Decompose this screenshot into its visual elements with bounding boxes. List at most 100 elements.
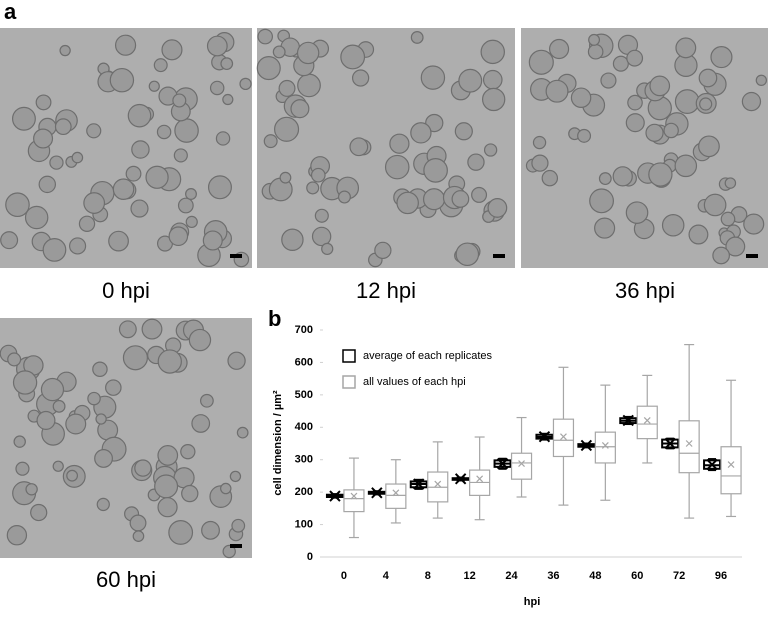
mean-marker (518, 460, 525, 468)
cell (145, 165, 169, 189)
cell (389, 133, 410, 154)
x-tick-label: 0 (341, 570, 347, 582)
cell (54, 118, 72, 136)
cell (52, 399, 66, 413)
cell (236, 426, 249, 439)
box (594, 431, 616, 464)
x-tick-label: 12 (464, 570, 476, 582)
cell (545, 79, 569, 103)
cell (215, 131, 231, 146)
mean-marker (454, 473, 467, 485)
cell (71, 151, 84, 164)
legend-label: all values of each hpi (363, 376, 466, 388)
scale-bar (493, 254, 505, 258)
mean-marker (496, 457, 509, 470)
cell (172, 93, 187, 108)
cell (200, 393, 214, 408)
mean-marker (706, 458, 718, 471)
cell (532, 135, 547, 150)
cell (185, 215, 198, 229)
cell (612, 55, 629, 72)
cell (25, 483, 38, 496)
mean-marker (685, 440, 693, 447)
cell (141, 318, 163, 340)
y-tick-label: 700 (295, 324, 313, 336)
cell (374, 241, 392, 260)
cell (129, 514, 147, 532)
cell (15, 461, 30, 476)
cell (337, 190, 351, 204)
x-tick-label: 96 (715, 570, 727, 582)
cell (410, 122, 432, 144)
cell (114, 34, 137, 56)
cell (131, 140, 150, 159)
x-tick-label: 8 (425, 570, 431, 582)
cell (122, 345, 148, 371)
cell (588, 33, 601, 46)
cell (157, 349, 182, 374)
cell (587, 43, 604, 60)
caption: 12 hpi (356, 278, 416, 303)
mean-marker (643, 417, 651, 424)
cell (173, 148, 188, 163)
cell (755, 74, 768, 86)
cell (645, 123, 664, 142)
panel-label: a (4, 0, 17, 24)
cell (206, 35, 228, 57)
cell (161, 39, 183, 61)
cell (87, 391, 101, 406)
cell (281, 228, 304, 251)
cell (148, 80, 160, 92)
cell (290, 99, 310, 119)
cell (42, 238, 67, 262)
cell (710, 46, 733, 69)
cell (156, 124, 172, 140)
mean-marker (434, 480, 442, 488)
cell (321, 242, 334, 256)
cell (649, 75, 671, 97)
cell (725, 236, 746, 257)
cell (12, 370, 38, 395)
cell (7, 352, 22, 367)
y-tick-label: 400 (295, 421, 313, 433)
cell (487, 198, 508, 218)
cell (481, 87, 506, 112)
cell (24, 205, 49, 230)
cell (127, 103, 152, 128)
mean-marker (413, 478, 425, 490)
caption: 36 hpi (615, 278, 675, 303)
cell (30, 503, 48, 522)
mean-marker (727, 461, 735, 469)
panel-label: b (268, 306, 281, 331)
cell (207, 175, 232, 200)
cell (11, 106, 36, 131)
cell (96, 497, 110, 512)
cell (688, 224, 709, 245)
cell (480, 39, 505, 65)
cell (130, 199, 149, 218)
cell (153, 58, 168, 73)
y-tick-label: 300 (295, 454, 313, 466)
cell (52, 460, 64, 472)
cell (698, 68, 718, 88)
cell (6, 525, 28, 546)
cell (272, 45, 286, 59)
cell (279, 171, 292, 184)
box (636, 405, 658, 440)
cell (741, 91, 762, 112)
mean-marker (601, 442, 609, 449)
box (720, 446, 742, 495)
cell (482, 69, 503, 90)
cell (274, 116, 300, 142)
cell (181, 484, 199, 503)
mean-marker (371, 487, 383, 499)
cell (40, 377, 65, 402)
x-tick-label: 36 (547, 570, 559, 582)
box (385, 483, 407, 509)
caption: 60 hpi (96, 567, 156, 592)
cell (699, 97, 713, 111)
cell (296, 41, 320, 65)
cell (227, 351, 246, 370)
cell (185, 188, 197, 200)
